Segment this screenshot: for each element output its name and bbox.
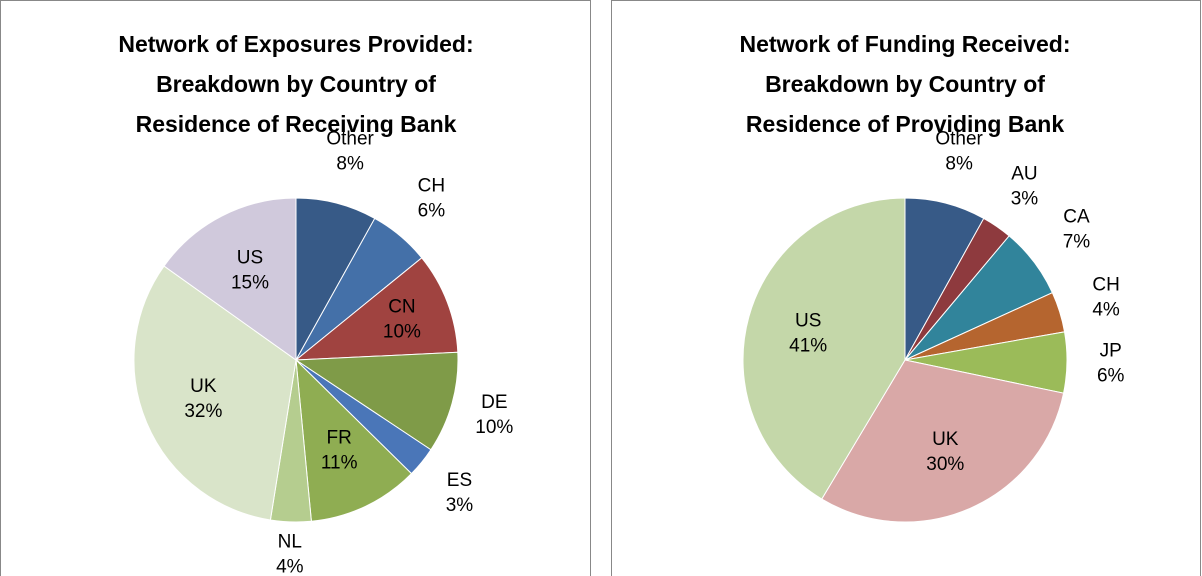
slice-value-label: 30%: [926, 454, 964, 475]
slice-value-label: 7%: [1063, 232, 1091, 253]
slice-value-label: 8%: [945, 153, 973, 174]
slice-label: DE: [481, 392, 507, 413]
slice-label: CH: [1092, 274, 1119, 295]
pie-slice: [821, 359, 1065, 523]
slice-label: Other: [326, 128, 374, 149]
chart-title: Residence of Providing Bank: [746, 111, 1064, 137]
slice-value-label: 32%: [184, 401, 222, 422]
slice-label: UK: [190, 376, 217, 397]
slice-value-label: 6%: [1097, 365, 1125, 386]
chart-title: Residence of Receiving Bank: [136, 111, 457, 137]
slice-value-label: 11%: [321, 453, 358, 474]
chart-title: Network of Exposures Provided:: [118, 31, 473, 57]
slice-label: Other: [935, 128, 983, 149]
chart-title: Breakdown by Country of: [765, 71, 1045, 97]
slice-label: CN: [388, 297, 415, 318]
pie-slice: [294, 351, 459, 451]
slice-label: ES: [447, 470, 472, 491]
slice-label: FR: [327, 428, 352, 449]
slice-label: US: [795, 310, 821, 331]
slice-label: UK: [932, 429, 959, 450]
chart-title: Network of Funding Received:: [740, 31, 1071, 57]
slice-label: CA: [1063, 207, 1090, 228]
chart-title: Breakdown by Country of: [156, 71, 436, 97]
slice-value-label: 15%: [231, 273, 269, 294]
slice-value-label: 8%: [336, 153, 364, 174]
pie-slice: [133, 265, 297, 521]
pie-slice: [295, 358, 413, 522]
slice-value-label: 4%: [276, 556, 304, 576]
slice-label: AU: [1011, 164, 1037, 185]
slice-label: NL: [278, 531, 302, 552]
slice-value-label: 41%: [789, 335, 827, 356]
slice-value-label: 3%: [1011, 189, 1039, 210]
slice-value-label: 4%: [1092, 299, 1120, 320]
slice-value-label: 3%: [446, 495, 474, 516]
pie-slice: [294, 257, 459, 361]
slice-label: JP: [1100, 340, 1122, 361]
slice-value-label: 10%: [475, 417, 513, 438]
pie-slice: [163, 197, 297, 361]
slice-label: CH: [418, 176, 445, 197]
slice-value-label: 6%: [418, 201, 446, 222]
slice-value-label: 10%: [383, 322, 421, 343]
pie-slice: [742, 197, 906, 500]
slice-label: US: [237, 248, 263, 269]
